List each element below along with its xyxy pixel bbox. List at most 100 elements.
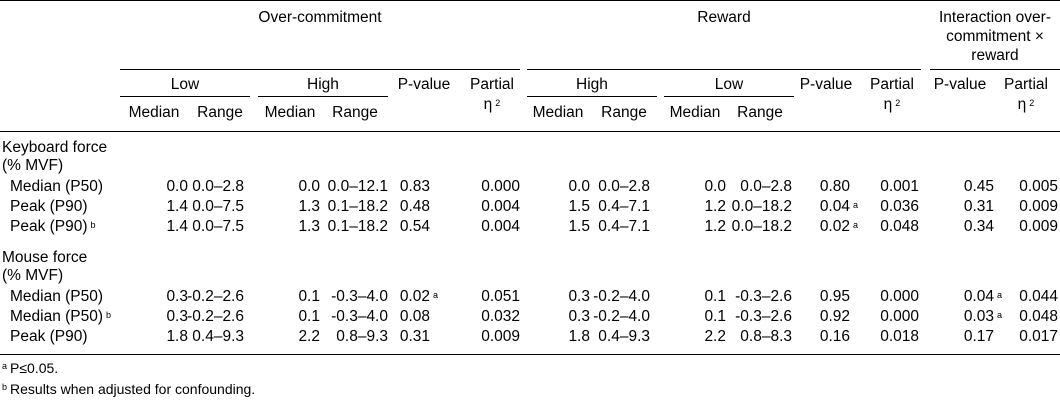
row-label: Peak (P90) [10,198,88,215]
cell-over-low-median: 0.3 [166,308,188,325]
reward-high-rule [527,96,657,97]
cell-over-partial-eta: 0.004 [481,218,520,235]
cell-over-low-median: 1.8 [166,328,188,345]
cell-interaction-partial-eta: 0.005 [1019,178,1058,195]
cell-reward-low-median: 0.1 [704,308,726,325]
cell-reward-low-median: 0.0 [704,178,726,195]
cell-over-low-range: 0.0–7.5 [192,218,244,235]
cell-over-low-range: -0.2–2.6 [187,288,244,305]
col-median: Median [532,104,584,121]
cell-reward-low-range: 0.0–18.2 [731,198,792,215]
row-label: Median (P50) [10,288,104,305]
cell-over-partial-eta: 0.004 [481,198,520,215]
col-partial-interaction: Partial [1004,76,1048,93]
cell-over-partial-eta: 0.051 [481,288,520,305]
cell-over-low-range: 0.4–9.3 [192,328,244,345]
col-partial-reward: Partial [870,76,914,93]
cell-reward-partial-eta: 0.048 [880,218,919,235]
group-header-interaction-line1: Interaction over- [939,9,1051,26]
cell-reward-high-median: 0.3 [568,308,590,325]
group-header-reward: Reward [697,9,751,26]
cell-reward-partial-eta: 0.001 [880,178,919,195]
cell-reward-high-range: 0.0–2.8 [598,178,650,195]
cell-reward-pvalue: 0.92 [819,308,850,325]
cell-over-pvalue: 0.48 [399,198,430,215]
cell-over-pvalue: 0.83 [399,178,430,195]
col-median: Median [669,104,721,121]
cell-reward-low-range: 0.8–8.3 [740,328,792,345]
cell-over-high-median: 2.2 [298,328,320,345]
cell-reward-high-median: 0.3 [568,288,590,305]
cell-reward-pvalue: 0.80 [819,178,850,195]
cell-reward-low-median: 1.2 [704,218,726,235]
col-range: Range [601,104,647,121]
over-high-rule [258,96,388,97]
cell-reward-low-median: 2.2 [704,328,726,345]
row-label: Peak (P90) [10,328,88,345]
col-pvalue-over: P-value [397,76,451,93]
row-label: Median (P50) [10,178,104,195]
cell-reward-low-range: 0.0–2.8 [740,178,792,195]
col-median: Median [264,104,316,121]
group-header-over-commitment: Over-commitment [258,9,382,26]
cell-over-high-median: 0.0 [298,178,320,195]
cell-over-high-median: 0.1 [298,288,320,305]
footnote-a: a P≤0.05. [2,360,59,376]
cell-over-partial-eta: 0.009 [481,328,520,345]
cell-over-pvalue: 0.54 [399,218,430,235]
cell-interaction-partial-eta: 0.017 [1019,328,1058,345]
cell-reward-low-range: -0.3–2.6 [735,308,792,325]
cell-reward-high-range: 0.4–7.1 [598,218,650,235]
subheader-over-low: Low [170,76,200,93]
section-keyboard-label-line1: Keyboard force [2,139,108,156]
over-low-rule [120,96,250,97]
cell-over-low-range: 0.0–7.5 [192,198,244,215]
cell-reward-high-range: 0.4–7.1 [598,198,650,215]
subheader-reward-high: High [576,76,608,93]
cell-interaction-partial-eta: 0.009 [1019,198,1058,215]
cell-over-low-median: 0.0 [166,178,188,195]
cell-over-low-range: 0.0–2.8 [192,178,244,195]
cell-interaction-partial-eta: 0.009 [1019,218,1058,235]
cell-over-high-median: 0.1 [298,308,320,325]
cell-reward-partial-eta: 0.018 [880,328,919,345]
cell-reward-low-range: 0.0–18.2 [731,218,792,235]
cell-over-high-range: 0.0–12.1 [327,178,388,195]
footnote-b: b Results when adjusted for confounding. [2,381,256,397]
group-header-interaction-line2: commitment × [946,28,1044,45]
cell-reward-partial-eta: 0.000 [880,288,919,305]
col-pvalue-interaction: P-value [933,76,987,93]
cell-reward-pvalue: 0.16 [819,328,850,345]
cell-over-high-range: 0.1–18.2 [327,198,388,215]
cell-interaction-partial-eta: 0.044 [1019,288,1058,305]
col-median: Median [128,104,180,121]
cell-over-high-range: 0.1–18.2 [327,218,388,235]
cell-reward-low-range: -0.3–2.6 [735,288,792,305]
cell-interaction-partial-eta: 0.048 [1019,308,1058,325]
cell-over-high-range: -0.3–4.0 [331,288,388,305]
reward-rule [527,69,921,70]
cell-interaction-pvalue: 0.17 [963,328,994,345]
col-range: Range [197,104,243,121]
top-rule [0,0,1060,1]
cell-over-low-median: 1.4 [166,218,188,235]
cell-over-low-range: -0.2–2.6 [187,308,244,325]
cell-over-pvalue: 0.02 a [399,288,438,305]
col-pvalue-reward: P-value [799,76,853,93]
header-bottom-rule [0,131,1060,132]
cell-reward-pvalue: 0.02 a [819,218,858,235]
cell-over-partial-eta: 0.032 [481,308,520,325]
cell-reward-high-range: -0.2–4.0 [593,288,650,305]
cell-reward-low-median: 1.2 [704,198,726,215]
cell-reward-low-median: 0.1 [704,288,726,305]
cell-over-pvalue: 0.08 [399,308,430,325]
cell-interaction-pvalue: 0.03 a [963,308,1002,325]
cell-interaction-pvalue: 0.31 [963,198,994,215]
cell-over-high-median: 1.3 [298,198,320,215]
cell-reward-partial-eta: 0.000 [880,308,919,325]
col-range: Range [737,104,783,121]
subheader-reward-low: Low [714,76,744,93]
cell-interaction-pvalue: 0.45 [963,178,994,195]
row-label: Median (P50) b [10,308,112,325]
